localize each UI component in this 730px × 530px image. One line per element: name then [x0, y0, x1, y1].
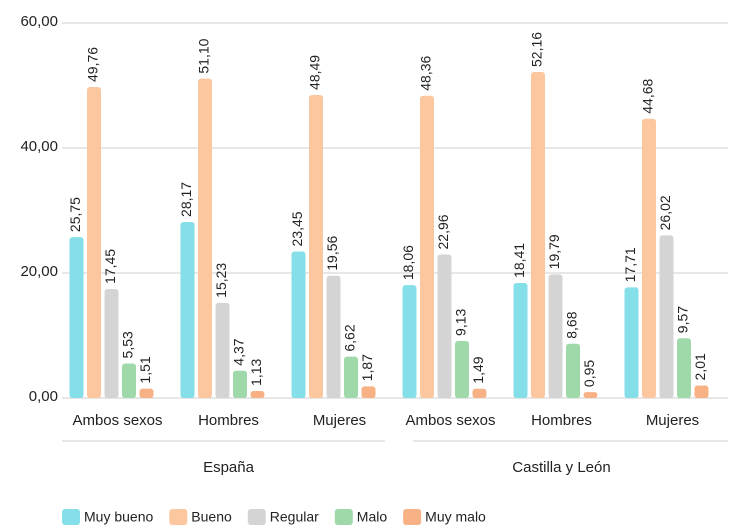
legend-swatch: [169, 509, 188, 525]
value-label: 19,79: [546, 234, 562, 269]
value-label: 5,53: [120, 331, 136, 358]
value-label: 15,23: [213, 263, 229, 298]
bar: [513, 282, 528, 398]
bar: [291, 251, 306, 398]
value-label: 48,49: [307, 55, 323, 90]
value-label: 17,71: [622, 247, 638, 282]
value-label: 0,95: [581, 360, 597, 387]
bar: [309, 94, 323, 398]
bar: [69, 237, 84, 398]
value-label: 4,37: [231, 338, 247, 365]
legend-label: Muy malo: [425, 509, 486, 525]
legend-swatch: [247, 509, 266, 525]
bar: [250, 390, 265, 398]
value-label: 48,36: [418, 56, 434, 91]
bar: [531, 72, 545, 398]
bar: [326, 275, 341, 398]
value-label: 18,41: [511, 243, 527, 278]
value-label: 44,68: [640, 79, 656, 114]
bar: [402, 285, 417, 398]
legend-swatch: [62, 509, 80, 525]
bar: [420, 95, 434, 398]
value-label: 9,13: [453, 308, 469, 335]
value-label: 28,17: [178, 182, 194, 217]
bar: [642, 118, 656, 398]
x-tick-label: Mujeres: [313, 412, 366, 429]
x-tick-label: Ambos sexos: [405, 412, 495, 429]
value-label: 9,57: [675, 306, 691, 333]
bar: [548, 274, 563, 398]
value-label: 1,51: [137, 356, 153, 383]
value-label: 22,96: [435, 214, 451, 249]
x-tick-label: Mujeres: [646, 412, 699, 429]
y-tick-label: 60,00: [20, 13, 58, 30]
y-tick-label: 40,00: [20, 138, 58, 155]
bar: [122, 363, 136, 398]
legend-label: Bueno: [191, 509, 232, 525]
bar: [104, 288, 119, 398]
group-label: España: [203, 459, 255, 476]
bar: [659, 235, 674, 398]
bar: [198, 78, 212, 398]
value-label: 2,01: [692, 353, 708, 380]
value-label: 25,75: [67, 197, 83, 232]
value-label: 8,68: [564, 311, 580, 338]
value-label: 19,56: [324, 236, 340, 271]
value-label: 17,45: [102, 249, 118, 284]
bar: [624, 287, 639, 398]
value-label: 26,02: [657, 195, 673, 230]
value-label: 23,45: [289, 211, 305, 246]
value-label: 1,49: [470, 356, 486, 383]
bar: [344, 356, 358, 398]
bar: [472, 388, 487, 398]
bar: [233, 370, 247, 398]
legend-label: Malo: [357, 509, 388, 525]
value-label: 52,16: [529, 32, 545, 67]
bar: [455, 340, 469, 398]
bar: [437, 254, 452, 398]
bar: [87, 87, 101, 398]
y-tick-label: 20,00: [20, 263, 58, 280]
x-tick-label: Ambos sexos: [72, 412, 162, 429]
legend-swatch: [334, 509, 353, 525]
value-label: 18,06: [400, 245, 416, 280]
bar: [361, 386, 376, 398]
value-label: 1,87: [359, 354, 375, 381]
legend-swatch: [403, 509, 422, 525]
legend-label: Regular: [270, 509, 319, 525]
value-label: 1,13: [248, 358, 264, 385]
bar: [583, 392, 598, 398]
value-label: 6,62: [342, 324, 358, 351]
y-tick-label: 0,00: [29, 388, 58, 405]
value-label: 49,76: [85, 47, 101, 82]
bar: [215, 302, 230, 398]
bar: [677, 338, 691, 398]
bar: [139, 388, 154, 398]
x-tick-label: Hombres: [198, 412, 259, 429]
x-tick-label: Hombres: [531, 412, 592, 429]
bar: [180, 221, 195, 398]
bar: [566, 343, 580, 398]
legend-label: Muy bueno: [84, 509, 153, 525]
bar: [694, 385, 709, 398]
value-label: 51,10: [196, 38, 212, 73]
group-label: Castilla y León: [512, 459, 610, 476]
